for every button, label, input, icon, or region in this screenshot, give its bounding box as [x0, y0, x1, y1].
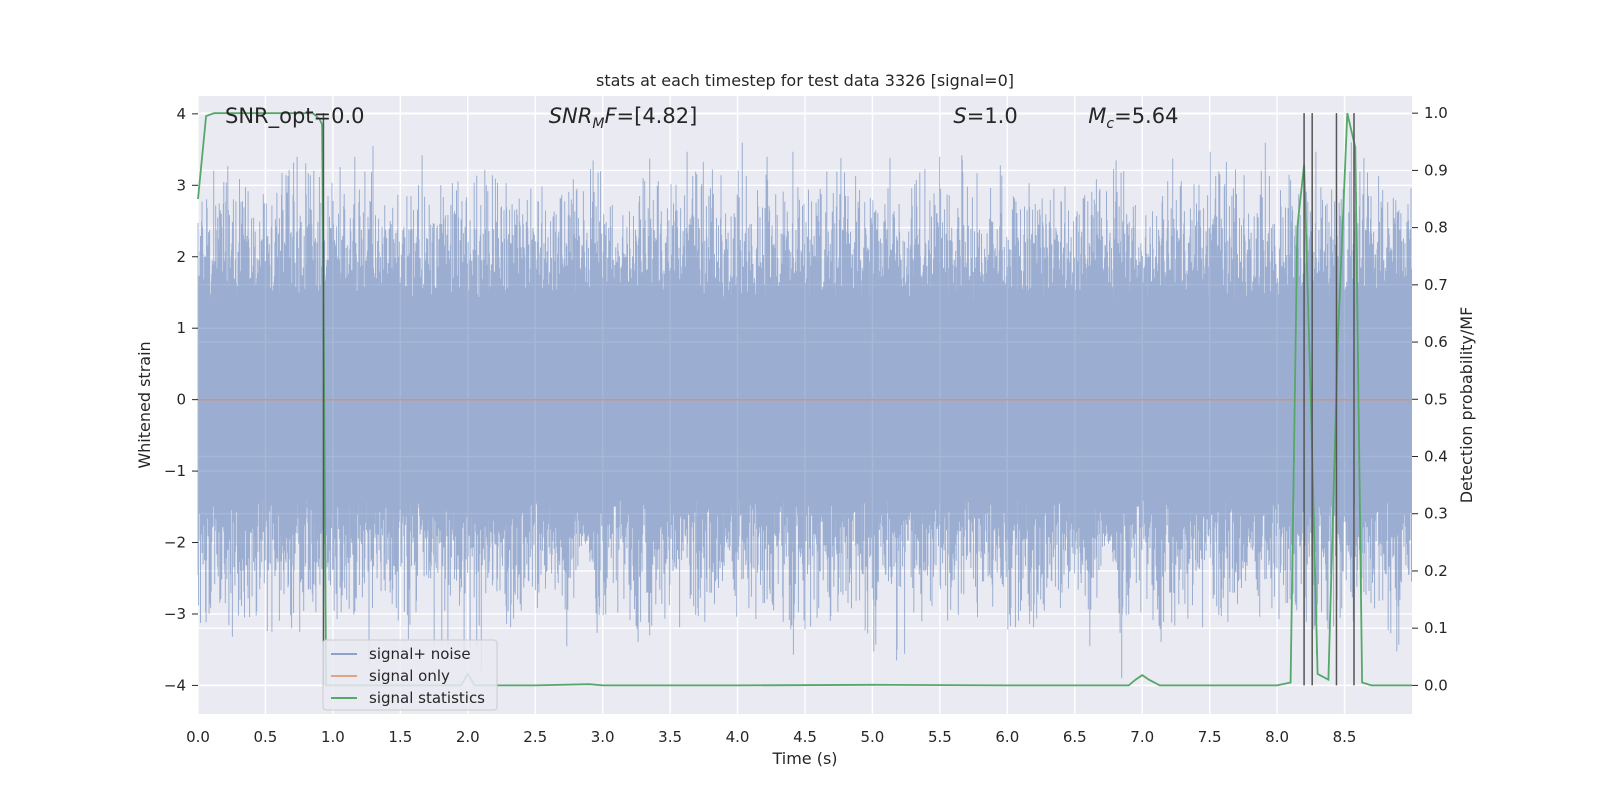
y-tick-label-left: 0 [176, 391, 186, 409]
mc-value: =5.64 [1114, 104, 1178, 128]
legend-box [322, 639, 498, 711]
x-tick-label: 6.5 [1063, 728, 1087, 746]
y-tick-label-right: 0.9 [1424, 161, 1448, 179]
annotation-snr-opt: SNR_opt=0.0 [225, 104, 365, 129]
x-tick-label: 3.0 [591, 728, 615, 746]
x-tick-label: 3.5 [658, 728, 682, 746]
snr-mf-value: =[4.82] [617, 104, 698, 128]
x-tick-label: 7.0 [1130, 728, 1154, 746]
legend: signal+ noise signal only signal statist… [322, 639, 498, 711]
x-tick-label: 8.0 [1265, 728, 1289, 746]
x-tick-label: 4.5 [793, 728, 817, 746]
x-tick-label: 8.5 [1333, 728, 1357, 746]
legend-label-signal-only: signal only [369, 667, 450, 685]
snr-mf-sub: M [592, 116, 604, 132]
annotation-snr-mf: SNRMF=[4.82] [549, 104, 698, 132]
statistics-line [197, 112, 1412, 687]
vertical-markers [322, 113, 1355, 686]
legend-label-signal-statistics: signal statistics [369, 689, 485, 707]
y-tick-label-right: 0.6 [1424, 333, 1448, 351]
y-tick-label-right: 0.7 [1424, 276, 1448, 294]
x-tick-label: 5.5 [928, 728, 952, 746]
y-tick-label-left: −3 [164, 605, 186, 623]
x-tick-label: 1.0 [321, 728, 345, 746]
x-tick-label: 0.0 [186, 728, 210, 746]
y-tick-label-right: 0.8 [1424, 219, 1448, 237]
y-tick-label-left: −2 [164, 534, 186, 552]
y-tick-label-left: 2 [176, 248, 186, 266]
s-var: S [953, 104, 966, 128]
snr-mf-var2: F [604, 104, 617, 128]
annotations: SNR_opt=0.0 SNRMF=[4.82] S=1.0 Mc=5.64 [225, 104, 1178, 132]
axis-ticks: 0.0 0.5 1.0 1.5 2.0 2.5 3.0 3.5 4.0 4.5 5.0 5.5 6.0 6… [164, 104, 1448, 746]
mc-sub: c [1106, 116, 1114, 132]
annotation-mc: Mc=5.64 [1088, 104, 1178, 132]
y-axis-label-right: Detection probability/MF [1457, 307, 1476, 504]
y-tick-label-left: 1 [176, 319, 186, 337]
x-tick-label: 7.5 [1198, 728, 1222, 746]
y-tick-label-left: 4 [176, 105, 186, 123]
y-tick-label-right: 0.3 [1424, 505, 1448, 523]
chart-title: stats at each timestep for test data 332… [596, 71, 1014, 90]
y-tick-label-right: 0.1 [1424, 619, 1448, 637]
legend-label-signal-noise: signal+ noise [369, 645, 471, 663]
y-tick-label-right: 0.2 [1424, 562, 1448, 580]
x-tick-label: 6.0 [995, 728, 1019, 746]
mc-var: M [1088, 104, 1106, 128]
y-tick-label-left: 3 [176, 176, 186, 194]
x-tick-label: 0.5 [254, 728, 278, 746]
x-tick-label: 4.0 [726, 728, 750, 746]
y-tick-label-right: 0.4 [1424, 448, 1448, 466]
x-tick-label: 2.0 [456, 728, 480, 746]
annotation-s: S=1.0 [953, 104, 1017, 128]
y-tick-label-right: 1.0 [1424, 104, 1448, 122]
s-value: =1.0 [967, 104, 1018, 128]
x-tick-label: 1.5 [388, 728, 412, 746]
y-axis-label-left: Whitened strain [135, 341, 154, 468]
series-signal-statistics [197, 112, 1412, 687]
x-tick-label: 2.5 [523, 728, 547, 746]
y-tick-label-right: 0.0 [1424, 676, 1448, 694]
snr-mf-var: SNR [549, 104, 593, 128]
x-tick-label: 5.0 [861, 728, 885, 746]
y-tick-label-right: 0.5 [1424, 390, 1448, 408]
y-tick-label-left: −4 [164, 676, 186, 694]
x-axis-label: Time (s) [771, 749, 837, 768]
y-tick-label-left: −1 [164, 462, 186, 480]
